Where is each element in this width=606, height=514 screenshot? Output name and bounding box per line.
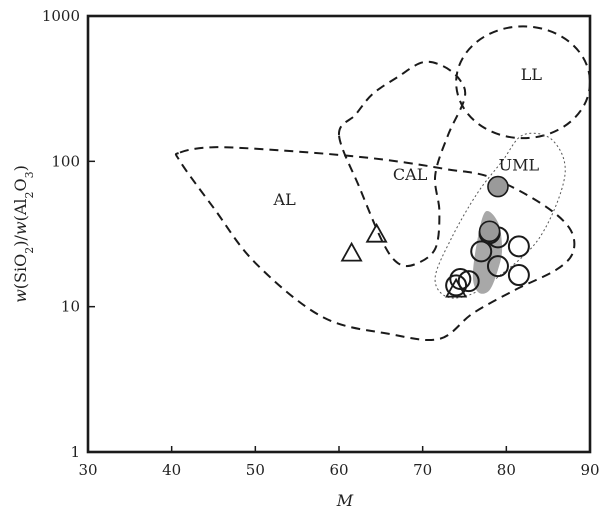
filled-circle-point xyxy=(478,220,501,243)
y-tick-labels: 1 10 100 1000 xyxy=(42,7,80,461)
region-al-boundary xyxy=(174,146,576,342)
x-tick-label: 80 xyxy=(497,461,516,479)
triangle-point xyxy=(365,222,388,243)
y-axis-label-subscript: 2 xyxy=(23,247,36,254)
y-axis-label-subscript: 2 xyxy=(23,191,36,198)
region-labels: AL CAL LL UML xyxy=(273,65,543,209)
open-circle-point xyxy=(470,240,493,263)
open-circle-point xyxy=(486,255,509,278)
y-axis-label-subscript: 3 xyxy=(23,171,36,178)
region-label-uml: UML xyxy=(499,156,540,175)
open-circle-point xyxy=(449,268,472,291)
x-tick-label: 90 xyxy=(580,461,599,479)
open-circle-point xyxy=(457,270,480,293)
y-tick-label: 1 xyxy=(70,443,80,461)
x-tick-label: 30 xyxy=(78,461,97,479)
axis-ticks xyxy=(87,15,591,453)
x-tick-label: 60 xyxy=(329,461,348,479)
x-tick-label: 40 xyxy=(162,461,181,479)
open-circle-point xyxy=(445,274,468,297)
x-axis-label: M xyxy=(336,491,354,510)
y-axis-label-part: ) xyxy=(11,165,30,171)
region-label-cal: CAL xyxy=(393,165,428,184)
region-label-al: AL xyxy=(273,190,297,209)
y-tick-label: 100 xyxy=(51,152,80,170)
x-tick-label: 50 xyxy=(246,461,265,479)
region-uml-boundary xyxy=(434,132,566,299)
region-cal-boundary xyxy=(337,60,467,268)
open-circle-point xyxy=(507,264,530,287)
y-axis-label-part: )/w(Al xyxy=(11,198,30,246)
plot-frame xyxy=(86,14,592,454)
region-label-ll: LL xyxy=(521,65,543,84)
open-circle-point xyxy=(507,235,530,258)
x-tick-labels: 30 40 50 60 70 80 90 xyxy=(78,461,599,479)
filled-circle-point xyxy=(487,175,509,198)
triangle-point xyxy=(340,241,363,262)
y-axis-label-part: w(SiO xyxy=(11,254,30,303)
y-axis-label: w(SiO2)/w(Al2O3) xyxy=(11,165,36,303)
y-axis-label-part: O xyxy=(11,178,30,191)
y-tick-label: 1000 xyxy=(42,7,80,25)
data-markers xyxy=(340,175,530,298)
y-tick-label: 10 xyxy=(61,298,80,316)
x-tick-label: 70 xyxy=(413,461,432,479)
